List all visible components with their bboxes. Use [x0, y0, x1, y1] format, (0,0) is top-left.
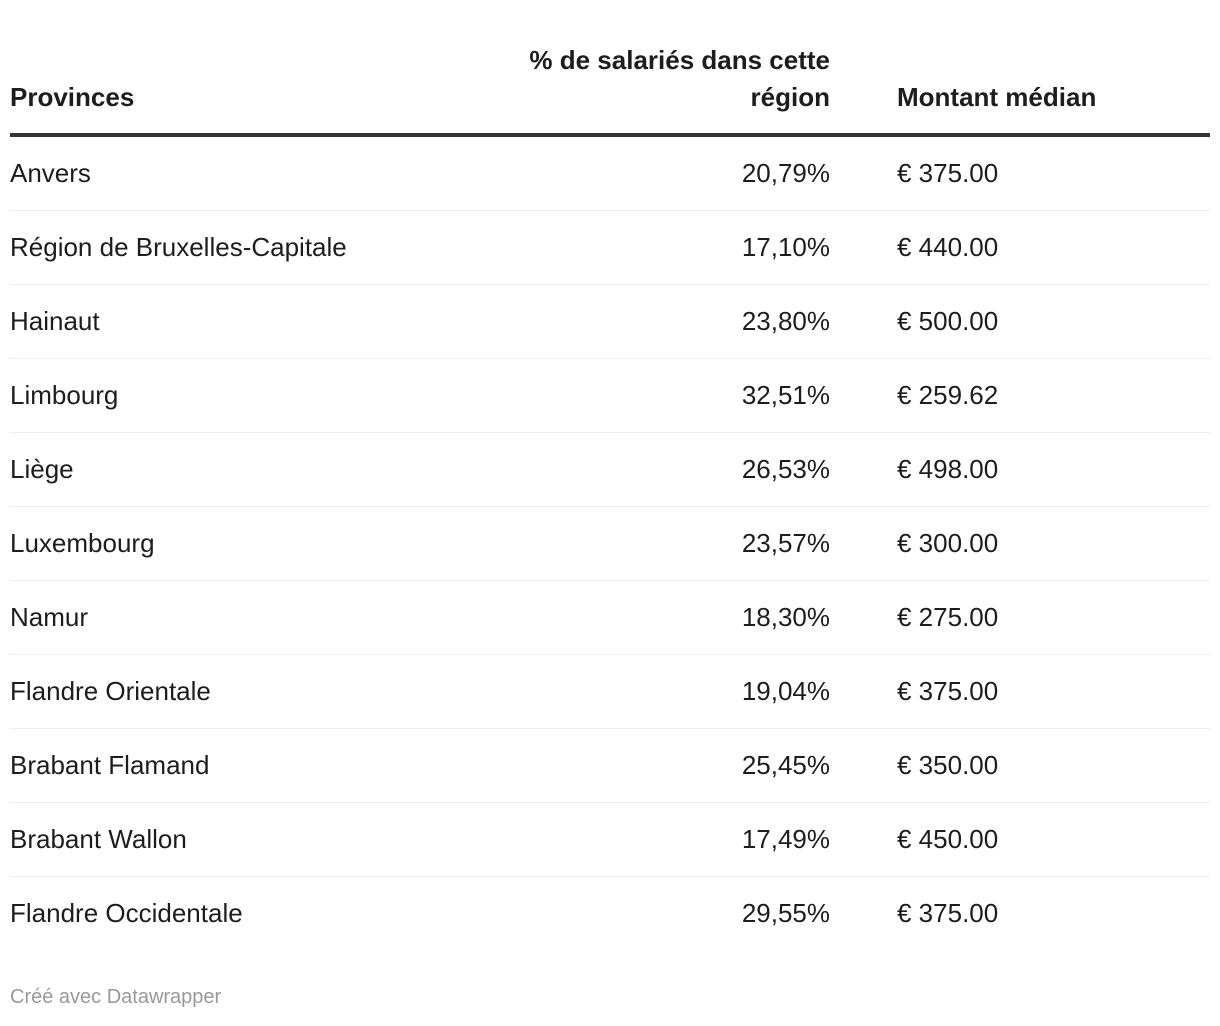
amount-cell: € 350.00	[830, 728, 1210, 803]
province-cell: Région de Bruxelles-Capitale	[10, 210, 490, 285]
province-cell: Flandre Occidentale	[10, 876, 490, 950]
percent-cell: 26,53%	[490, 432, 830, 507]
amount-cell: € 450.00	[830, 802, 1210, 877]
province-cell: Flandre Orientale	[10, 654, 490, 729]
table-row: Limbourg 32,51% € 259.62	[10, 358, 1210, 433]
table-row: Hainaut 23,80% € 500.00	[10, 284, 1210, 359]
attribution-link[interactable]: Créé avec Datawrapper	[10, 986, 222, 1008]
province-cell: Liège	[10, 432, 490, 507]
data-table: Provinces % de salariés dans cette régio…	[10, 42, 1210, 950]
table-row: Liège 26,53% € 498.00	[10, 432, 1210, 507]
percent-cell: 23,80%	[490, 284, 830, 359]
province-cell: Limbourg	[10, 358, 490, 433]
column-header-provinces: Provinces	[10, 42, 490, 137]
amount-cell: € 259.62	[830, 358, 1210, 433]
percent-cell: 29,55%	[490, 876, 830, 950]
header-row: Provinces % de salariés dans cette régio…	[10, 42, 1210, 137]
percent-cell: 19,04%	[490, 654, 830, 729]
percent-cell: 18,30%	[490, 580, 830, 655]
table-row: Brabant Wallon 17,49% € 450.00	[10, 802, 1210, 877]
province-cell: Namur	[10, 580, 490, 655]
table-row: Luxembourg 23,57% € 300.00	[10, 506, 1210, 581]
percent-cell: 17,49%	[490, 802, 830, 877]
table-row: Namur 18,30% € 275.00	[10, 580, 1210, 655]
table-body: Anvers 20,79% € 375.00 Région de Bruxell…	[10, 135, 1210, 950]
percent-cell: 20,79%	[741, 157, 830, 188]
table-row: Brabant Flamand 25,45% € 350.00	[10, 728, 1210, 803]
amount-cell: € 275.00	[830, 580, 1210, 655]
amount-cell: € 500.00	[830, 284, 1210, 359]
amount-cell: € 300.00	[830, 506, 1210, 581]
amount-cell: € 375.00	[830, 876, 1210, 950]
percent-cell: 25,45%	[490, 728, 830, 803]
province-cell: Brabant Flamand	[10, 728, 490, 803]
amount-cell: € 498.00	[830, 432, 1210, 507]
table-row: Flandre Occidentale 29,55% € 375.00	[10, 876, 1210, 950]
table-row: Flandre Orientale 19,04% € 375.00	[10, 654, 1210, 729]
province-cell: Brabant Wallon	[10, 802, 490, 877]
percent-cell: 32,51%	[490, 358, 830, 433]
column-header-percent-salaries: % de salariés dans cette région	[490, 42, 830, 137]
amount-cell: € 440.00	[830, 210, 1210, 285]
province-cell: Hainaut	[10, 284, 490, 359]
amount-cell: € 375.00	[830, 654, 1210, 729]
amount-cell: € 375.00	[897, 157, 999, 188]
province-cell: Anvers	[10, 157, 91, 188]
percent-cell: 23,57%	[490, 506, 830, 581]
column-header-montant-median: Montant médian	[830, 42, 1210, 137]
table-row: Région de Bruxelles-Capitale 17,10% € 44…	[10, 210, 1210, 285]
province-cell: Luxembourg	[10, 506, 490, 581]
table-row: Anvers 20,79% € 375.00	[10, 135, 1210, 211]
percent-cell: 17,10%	[490, 210, 830, 285]
